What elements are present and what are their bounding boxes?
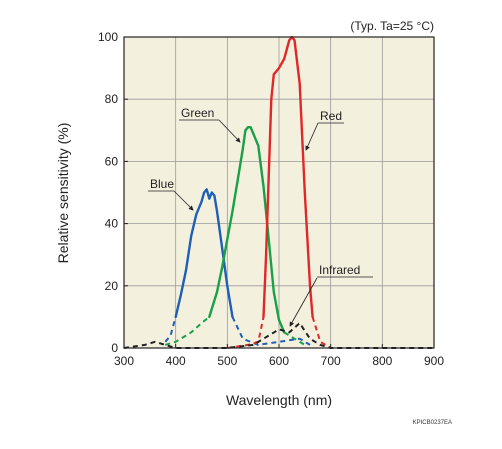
x-tick-label: 300: [114, 354, 134, 368]
green-series-line: [208, 125, 286, 334]
green-series-dashed: [165, 316, 210, 346]
green-series-dashed-tail: [283, 331, 306, 346]
x-tick-label: 400: [166, 354, 186, 368]
y-axis-title: Relative sensitivity (%): [55, 123, 71, 264]
y-tick-label: 60: [105, 154, 119, 168]
y-tick-label: 80: [105, 92, 119, 106]
blue-series-dashed: [164, 316, 177, 343]
ticks: 300 400 500 600 700 800 900 0 20 40 60 80 100: [98, 30, 444, 368]
x-tick-label: 500: [217, 354, 237, 368]
red-series-label: Red: [320, 109, 342, 123]
y-tick-label: 100: [98, 30, 118, 44]
infrared-label-leader: [289, 277, 318, 327]
infrared-series-label: Infrared: [319, 263, 360, 277]
x-tick-label: 700: [321, 354, 341, 368]
blue-series-line: [174, 188, 234, 319]
y-tick-label: 40: [105, 217, 119, 231]
x-tick-label: 900: [424, 354, 444, 368]
figure-code: KPICB0237EA: [413, 420, 452, 426]
x-axis-title: Wavelength (nm): [226, 392, 332, 408]
blue-series-dashed-tail: [231, 316, 311, 346]
series-layer: [123, 35, 434, 349]
red-series-line: [262, 35, 314, 319]
x-tick-label: 600: [269, 354, 289, 368]
annotation-text: (Typ. Ta=25 °C): [350, 19, 434, 33]
y-tick-label: 0: [111, 341, 118, 355]
grid: [124, 37, 434, 348]
green-series-label: Green: [181, 106, 214, 120]
green-label-leader: [218, 119, 241, 143]
x-tick-label: 800: [372, 354, 392, 368]
y-tick-label: 20: [105, 279, 119, 293]
label-layer: Blue Green Red Infrared: [148, 106, 373, 327]
red-label-leader: [305, 122, 319, 151]
red-series-dashed: [227, 316, 265, 349]
blue-series-label: Blue: [150, 177, 174, 191]
blue-label-leader: [173, 190, 194, 211]
